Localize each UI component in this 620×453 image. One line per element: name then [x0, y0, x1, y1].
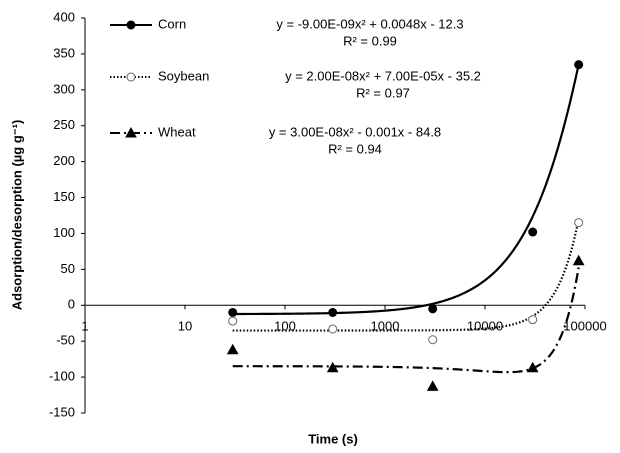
y-axis-label: Adsorption/desorption (µg g⁻¹)	[9, 120, 24, 311]
x-tick-label: 10000	[467, 319, 503, 334]
trendline	[232, 64, 580, 316]
y-tick-label: 0	[68, 297, 75, 312]
y-tick-label: -50	[56, 333, 75, 348]
x-tick-label: 1	[81, 319, 88, 334]
legend-marker	[126, 20, 136, 30]
marker	[528, 227, 538, 237]
x-axis-label: Time (s)	[308, 431, 358, 446]
marker	[226, 343, 239, 355]
marker	[228, 316, 238, 326]
marker	[328, 324, 338, 334]
y-tick-label: -150	[49, 404, 75, 419]
marker	[526, 361, 539, 373]
y-tick-label: 300	[53, 81, 75, 96]
trendline-r2: R² = 0.94	[328, 141, 382, 156]
y-tick-label: -100	[49, 369, 75, 384]
trendline	[232, 218, 580, 332]
y-tick-label: 100	[53, 225, 75, 240]
y-tick-label: 250	[53, 117, 75, 132]
legend-label: Corn	[158, 16, 186, 31]
y-tick-label: 350	[53, 45, 75, 60]
marker	[426, 380, 439, 391]
y-tick-label: 150	[53, 189, 75, 204]
legend-marker	[126, 72, 136, 82]
y-tick-label: 400	[53, 9, 75, 24]
marker	[326, 361, 339, 373]
trendline-equation: y = -9.00E-09x² + 0.0048x - 12.3	[276, 16, 463, 31]
marker	[572, 254, 585, 266]
marker	[228, 307, 238, 317]
legend-marker	[125, 126, 137, 138]
marker	[328, 307, 338, 317]
y-tick-label: 50	[61, 261, 75, 276]
trendline-equation: y = 3.00E-08x² - 0.001x - 84.8	[269, 124, 441, 139]
y-tick-label: 200	[53, 153, 75, 168]
trendline-r2: R² = 0.97	[356, 85, 410, 100]
marker	[428, 335, 438, 345]
trendline-r2: R² = 0.99	[343, 33, 397, 48]
marker	[574, 60, 584, 70]
trendline-equation: y = 2.00E-08x² + 7.00E-05x - 35.2	[285, 68, 481, 83]
marker	[528, 315, 538, 325]
x-tick-label: 1000	[371, 319, 400, 334]
x-tick-label: 100000	[563, 319, 606, 334]
x-tick-label: 10	[178, 319, 192, 334]
marker	[428, 304, 438, 314]
legend-label: Wheat	[158, 124, 196, 139]
legend-label: Soybean	[158, 68, 209, 83]
marker	[574, 218, 584, 228]
trendline	[232, 267, 580, 374]
